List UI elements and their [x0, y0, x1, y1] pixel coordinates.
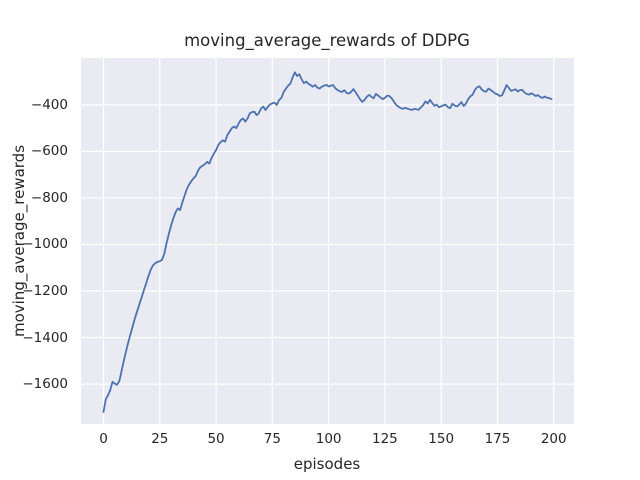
x-tick-label: 200 — [540, 431, 567, 447]
x-tick-label: 0 — [99, 431, 108, 447]
x-tick-label: 150 — [428, 431, 455, 447]
y-tick-label: −1200 — [22, 283, 68, 300]
plot-background — [81, 58, 574, 424]
chart-title: moving_average_rewards of DDPG — [184, 31, 470, 50]
x-tick-label: 75 — [263, 431, 281, 447]
y-tick-label: −1400 — [22, 329, 68, 346]
x-tick-label: 50 — [207, 431, 225, 447]
y-tick-label: −400 — [30, 96, 68, 113]
x-tick-label: 125 — [372, 431, 398, 447]
reward-line — [102, 71, 553, 413]
y-tick-label: −800 — [30, 189, 68, 206]
x-tick-label: 25 — [151, 431, 169, 447]
x-tick-label: 100 — [315, 431, 342, 447]
x-axis-label: episodes — [293, 455, 361, 473]
y-tick-label: −600 — [30, 143, 68, 160]
x-tick-label: 175 — [484, 431, 511, 447]
y-tick-label: −1600 — [22, 376, 68, 393]
y-tick-label: −1000 — [22, 236, 68, 253]
